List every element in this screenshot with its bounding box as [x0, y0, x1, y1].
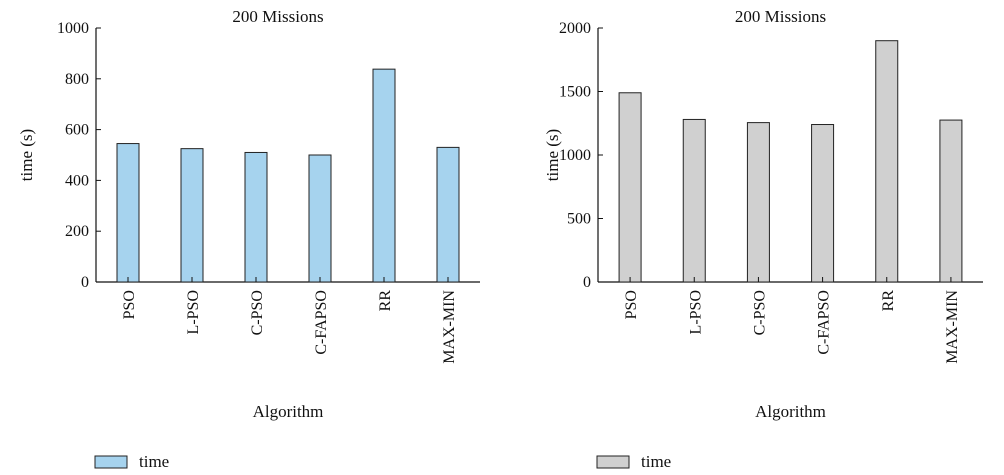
- legend: time: [94, 452, 169, 471]
- y-tick-label: 600: [65, 122, 89, 139]
- bar-c-fapso: [308, 154, 332, 283]
- chart-2: 200 Missions 0 500 1000 1500 2000 PSO L-PSO C-PS…: [543, 7, 983, 471]
- legend-swatch: [94, 455, 128, 469]
- bar-c-pso: [746, 122, 770, 283]
- y-tick-label: 400: [65, 172, 89, 189]
- y-tick-label: 1000: [559, 147, 591, 164]
- legend-label: time: [641, 452, 671, 471]
- y-tick-label: 1000: [57, 20, 89, 37]
- x-tick-label: C-PSO: [249, 290, 266, 335]
- x-tick-label: PSO: [121, 290, 138, 319]
- y-tick-label: 500: [567, 211, 591, 228]
- x-tick-label: PSO: [623, 290, 640, 319]
- bar-rr: [372, 68, 396, 283]
- y-tick-label: 800: [65, 71, 89, 88]
- y-tick-label: 1500: [559, 84, 591, 101]
- x-tick-label: MAX-MIN: [441, 290, 458, 364]
- bar-rr: [875, 40, 899, 283]
- y-axis-title: time (s): [543, 129, 562, 181]
- legend: time: [596, 452, 671, 471]
- bar-max-min: [436, 146, 460, 283]
- y-tick-label: 0: [583, 274, 591, 291]
- y-tick-label: 0: [81, 274, 89, 291]
- y-tick-label: 2000: [559, 20, 591, 37]
- x-tick-label: C-PSO: [751, 290, 768, 335]
- legend-label: time: [139, 452, 169, 471]
- y-axis-title: time (s): [17, 129, 36, 181]
- bar-max-min: [939, 119, 963, 283]
- bar-l-pso: [180, 148, 204, 283]
- chart-1: 200 Missions 0 200 400 600 800 1000 PSO L-PSO C-P…: [17, 7, 480, 471]
- x-tick-label: C-FAPSO: [816, 290, 833, 355]
- legend-swatch: [596, 455, 630, 469]
- x-tick-label: RR: [880, 290, 897, 312]
- chart-title: 200 Missions: [735, 7, 826, 26]
- bar-pso: [618, 92, 642, 283]
- x-axis-title: Algorithm: [253, 402, 324, 421]
- bar-c-pso: [244, 151, 268, 283]
- bar-c-fapso: [811, 124, 835, 283]
- bar-l-pso: [682, 118, 706, 283]
- x-tick-label: RR: [377, 290, 394, 312]
- y-tick-label: 200: [65, 223, 89, 240]
- x-tick-label: L-PSO: [185, 290, 202, 334]
- x-tick-label: MAX-MIN: [944, 290, 961, 364]
- bar-pso: [116, 143, 140, 283]
- chart-title: 200 Missions: [232, 7, 323, 26]
- x-axis-title: Algorithm: [755, 402, 826, 421]
- x-tick-label: C-FAPSO: [313, 290, 330, 355]
- x-tick-label: L-PSO: [687, 290, 704, 334]
